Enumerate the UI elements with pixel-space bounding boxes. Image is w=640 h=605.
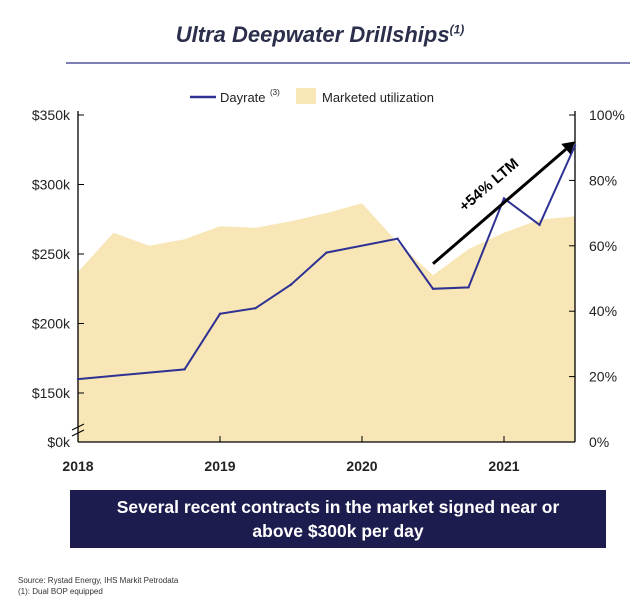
legend-utilization-swatch xyxy=(296,88,316,104)
chart-title: Ultra Deepwater Drillships(1) xyxy=(0,22,640,48)
legend-dayrate-footnote-marker: (3) xyxy=(270,88,280,97)
ltm-arrow-head xyxy=(561,141,575,155)
right-axis-tick-label: 100% xyxy=(589,107,625,123)
left-axis-tick-label: $200k xyxy=(32,316,71,332)
right-axis-tick-label: 40% xyxy=(589,303,617,319)
dayrate-point xyxy=(325,251,328,254)
ltm-arrow-line xyxy=(432,148,567,265)
legend-dayrate-label: Dayrate xyxy=(220,90,266,105)
dayrate-point xyxy=(183,368,186,371)
dayrate-line xyxy=(77,145,576,381)
right-axis-tick-label: 20% xyxy=(589,369,617,385)
dayrate-point xyxy=(396,237,399,240)
dayrate-point xyxy=(573,144,577,147)
x-axis-tick-label: 2018 xyxy=(62,458,93,474)
left-axis-tick-label: $300k xyxy=(32,177,71,193)
chart-title-text: Ultra Deepwater Drillships xyxy=(175,22,450,47)
dayrate-point xyxy=(218,312,222,315)
footnotes: Source: Rystad Energy, IHS Markit Petrod… xyxy=(18,575,178,597)
legend-utilization-label: Marketed utilization xyxy=(322,90,434,105)
dayrate-point xyxy=(76,377,80,381)
dayrate-point xyxy=(431,287,435,290)
right-axis-tick-label: 60% xyxy=(589,238,617,254)
axis-break-mark xyxy=(71,423,85,431)
dayrate-point xyxy=(467,286,470,289)
dayrate-point xyxy=(254,307,257,310)
x-axis-tick-label: 2021 xyxy=(488,458,519,474)
right-axis-tick-label: 0% xyxy=(589,434,609,450)
right-axis-tick-label: 80% xyxy=(589,172,617,188)
left-axis-tick-label: $250k xyxy=(32,246,71,262)
left-axis-tick-label: $350k xyxy=(32,107,71,123)
footnote-1: (1): Dual BOP equipped xyxy=(18,587,103,596)
axis-break-mark xyxy=(71,429,85,437)
ltm-annotation-label: +54% LTM xyxy=(456,155,522,215)
utilization-area xyxy=(78,203,575,442)
dayrate-point xyxy=(502,197,506,200)
dayrate-point xyxy=(289,283,293,286)
chart-area: $0k $150k $200k $250k $300k $350k 0% 20% 40% 60% 8… xyxy=(32,88,625,474)
callout-banner: Several recent contracts in the market s… xyxy=(70,490,606,548)
x-axis-tick-label: 2020 xyxy=(346,458,377,474)
callout-banner-line-1: Several recent contracts in the market s… xyxy=(116,497,560,517)
chart-title-footnote-marker: (1) xyxy=(449,22,465,37)
left-axis-tick-label: $0k xyxy=(47,434,71,450)
left-axis-tick-label: $150k xyxy=(32,385,71,401)
dayrate-point xyxy=(538,223,541,227)
source-note: Source: Rystad Energy, IHS Markit Petrod… xyxy=(18,576,179,585)
x-axis-tick-label: 2019 xyxy=(204,458,235,474)
title-divider xyxy=(66,62,630,64)
callout-banner-line-2: above $300k per day xyxy=(252,521,424,541)
